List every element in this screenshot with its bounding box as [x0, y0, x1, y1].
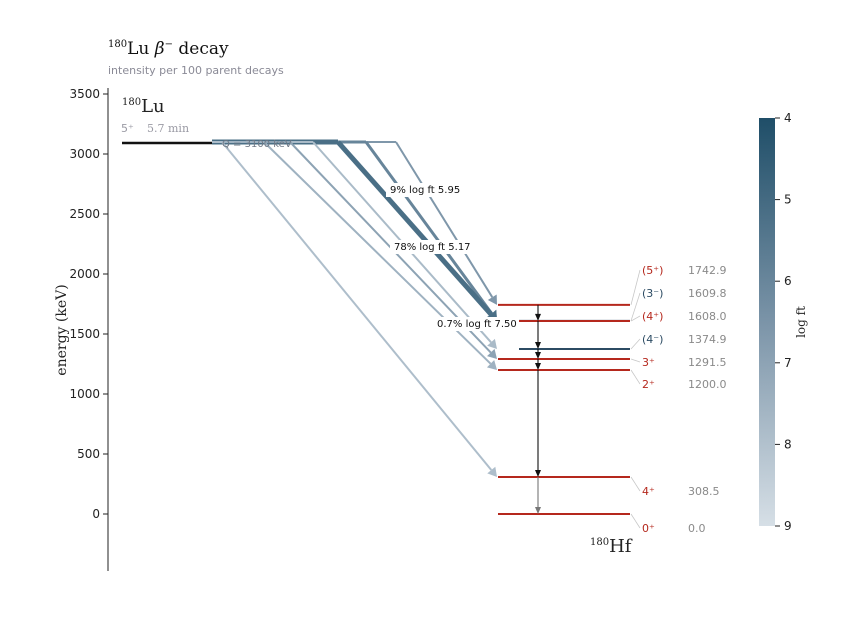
- y-axis-label: energy (keV): [54, 284, 70, 375]
- beta-branch-arrow: [221, 141, 493, 471]
- beta-branch-arrow: [336, 140, 493, 316]
- gamma-cascade: [535, 304, 541, 514]
- parent-mass: 180: [122, 97, 141, 108]
- title-symbol: Lu: [127, 39, 155, 59]
- level-energy-label: 1742.9: [688, 264, 727, 277]
- beta-branch: [212, 141, 497, 305]
- beta-branch-arrowhead: [487, 338, 497, 350]
- gamma-transition: [535, 349, 541, 360]
- beta-branch-arrow: [364, 141, 493, 315]
- title-mass: 180: [108, 39, 127, 50]
- parent-halflife: 5.7 min: [147, 122, 189, 135]
- level-spin-parity: 2⁺: [642, 378, 655, 391]
- gamma-arrowhead: [535, 363, 541, 370]
- colorbar-tick-label: 6: [784, 274, 792, 288]
- colorbar-tick-label: 4: [784, 111, 792, 125]
- y-axis: 0 500 1000 1500 2000 2500 3000 3500: [69, 87, 109, 571]
- level-energy-label: 1609.8: [688, 287, 727, 300]
- beta-branch-arrowhead: [486, 359, 497, 370]
- colorbar-label: log ft: [794, 306, 808, 338]
- y-tick-label: 500: [77, 447, 100, 461]
- y-tick-label: 0: [92, 507, 100, 521]
- level-spin-parity: (5⁺): [642, 264, 663, 277]
- gamma-transition: [535, 320, 541, 350]
- colorbar-tick-label: 9: [784, 519, 792, 533]
- q-value-label: Q = 3100 keV: [222, 139, 292, 150]
- y-tick-label: 2000: [69, 267, 100, 281]
- daughter-levels: [498, 303, 630, 515]
- branch-label: 78% log ft 5.17: [394, 242, 471, 253]
- level-spin-parity: 3⁺: [642, 356, 655, 369]
- level-spin-parity: (3⁻): [642, 287, 663, 300]
- title-minus: −: [165, 39, 173, 50]
- level-energy-label: 1291.5: [688, 356, 727, 369]
- level-leader-line: [630, 315, 641, 322]
- title-beta: β: [154, 39, 165, 59]
- level-energy-label: 0.0: [688, 522, 706, 535]
- colorbar-gradient: [759, 118, 775, 526]
- branch-label: 0.7% log ft 7.50: [437, 319, 517, 330]
- branch-label-bg: [386, 183, 446, 197]
- title-tail: decay: [173, 39, 229, 59]
- gamma-transition: [535, 304, 541, 321]
- gamma-arrowhead: [535, 342, 541, 350]
- chart-subtitle: intensity per 100 parent decays: [108, 64, 284, 77]
- colorbar-tick-label: 5: [784, 193, 792, 207]
- colorbar-tick-label: 7: [784, 356, 792, 370]
- level-spin-parity: 0⁺: [642, 522, 655, 535]
- y-tick-label: 1500: [69, 327, 100, 341]
- y-tick-label: 2500: [69, 207, 100, 221]
- beta-branch: [212, 141, 497, 477]
- branch-label-bg: [433, 317, 519, 331]
- level-energy-label: 1374.9: [688, 333, 727, 346]
- gamma-arrowhead: [535, 313, 541, 321]
- level-leader-line: [630, 369, 641, 385]
- gamma-transition: [535, 476, 541, 514]
- level-leader-line: [630, 476, 641, 492]
- beta-branch-arrowhead: [487, 348, 497, 360]
- level-spin-parity: (4⁺): [642, 310, 663, 323]
- level-energy-label: 308.5: [688, 485, 720, 498]
- level-spin-parity: (4⁻): [642, 333, 663, 346]
- parent-symbol: Lu: [141, 96, 165, 117]
- level-leader-line: [630, 292, 641, 321]
- branch-label: 9% log ft 5.95: [390, 185, 460, 196]
- branch-label-bg: [390, 240, 474, 254]
- gamma-arrowhead: [535, 352, 541, 360]
- level-spin-parity: 4⁺: [642, 485, 655, 498]
- colorbar-tick-label: 8: [784, 437, 792, 451]
- y-tick-label: 3500: [69, 87, 100, 101]
- branch-labels: 9% log ft 5.95 78% log ft 5.17 0.7% log ft…: [386, 183, 519, 331]
- beta-branch-arrowhead: [487, 294, 497, 305]
- level-leader-line: [630, 338, 641, 350]
- daughter-mass: 180: [590, 537, 609, 548]
- gamma-transition: [535, 359, 541, 370]
- daughter-nuclide-label: 180Hf: [590, 536, 633, 557]
- parent-nuclide-label: 180Lu: [122, 96, 165, 117]
- beta-branch-arrow: [395, 141, 494, 298]
- y-tick-label: 3000: [69, 147, 100, 161]
- parent-spin: 5⁺: [121, 122, 134, 135]
- y-tick-label: 1000: [69, 387, 100, 401]
- level-leader-line: [630, 513, 641, 529]
- colorbar-ticks: 4 5 6 7 8 9: [775, 111, 792, 533]
- beta-branch-arrowhead: [487, 466, 497, 477]
- gamma-transition: [535, 370, 541, 477]
- daughter-symbol: Hf: [609, 536, 633, 557]
- level-leader-line: [630, 269, 641, 305]
- level-energy-label: 1608.0: [688, 310, 727, 323]
- gamma-arrowhead: [535, 469, 541, 477]
- chart-title: 180Lu β− decay: [108, 39, 229, 59]
- gamma-arrowhead: [535, 507, 541, 514]
- beta-branch: [212, 141, 497, 370]
- level-energy-label: 1200.0: [688, 378, 727, 391]
- level-leader-line: [630, 358, 641, 363]
- level-labels: (5⁺) 1742.9 (3⁻) 1609.8 (4⁺) 1608.0 (4⁻) 1374.9…: [630, 264, 727, 535]
